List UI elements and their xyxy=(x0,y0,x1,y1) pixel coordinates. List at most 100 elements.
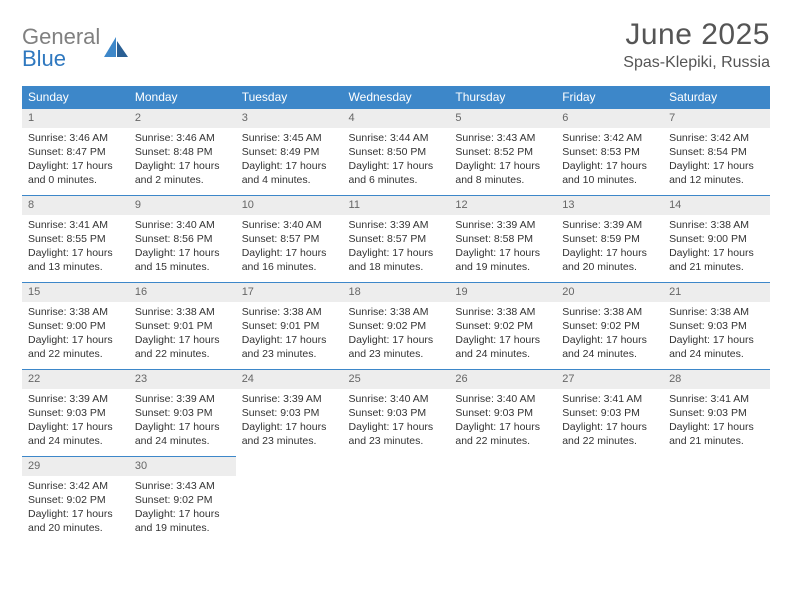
day-body: Sunrise: 3:39 AMSunset: 9:03 PMDaylight:… xyxy=(236,389,343,453)
calendar-week-row: 22 Sunrise: 3:39 AM Sunset: 9:03 PM Dayligh… xyxy=(22,369,770,456)
day-body: Sunrise: 3:40 AM Sunset: 9:03 PM Daylight:… xyxy=(343,389,450,453)
day-number: 30 xyxy=(129,456,236,476)
day-body: Sunrise: 3:40 AMSunset: 8:57 PMDaylight:… xyxy=(236,215,343,279)
calendar-week-row: 8Sunrise: 3:41 AMSunset: 8:55 PMDaylight… xyxy=(22,195,770,282)
sunrise-line: Sunrise: 3:38 AM xyxy=(28,306,108,318)
sunset-line: Sunset: 9:02 PM xyxy=(135,494,213,506)
sunrise-line: Sunrise: 3:39 AM xyxy=(135,393,215,405)
calendar-day-cell: 18Sunrise: 3:38 AMSunset: 9:02 PMDayligh… xyxy=(343,282,450,369)
weekday-header: Thursday xyxy=(449,86,556,108)
sunrise-line: Sunrise: 3:42 AM xyxy=(562,132,642,144)
day-body: Sunrise: 3:46 AMSunset: 8:48 PMDaylight:… xyxy=(129,128,236,192)
day-number: 24 xyxy=(236,369,343,389)
day-body: Sunrise: 3:40 AMSunset: 8:56 PMDaylight:… xyxy=(129,215,236,279)
daylight-line: Daylight: 17 hours and 21 minutes. xyxy=(669,247,754,273)
logo-word-blue: Blue xyxy=(22,46,66,71)
daylight-line: Daylight: 17 hours and 23 minutes. xyxy=(349,421,434,447)
day-number: 6 xyxy=(556,108,663,128)
day-number: 5 xyxy=(449,108,556,128)
daylight-line: Daylight: 17 hours and 20 minutes. xyxy=(562,247,647,273)
calendar-week-row: 1 Sunrise: 3:46 AM Sunset: 8:47 PM Daylight… xyxy=(22,108,770,195)
sunrise-line: Sunrise: 3:41 AM xyxy=(669,393,749,405)
day-number: 26 xyxy=(449,369,556,389)
sunrise-line: Sunrise: 3:38 AM xyxy=(669,219,749,231)
day-number: 17 xyxy=(236,282,343,302)
day-number: 12 xyxy=(449,195,556,215)
day-number: 13 xyxy=(556,195,663,215)
day-number: 19 xyxy=(449,282,556,302)
calendar-day-cell: 27Sunrise: 3:41 AMSunset: 9:03 PMDayligh… xyxy=(556,369,663,456)
daylight-line: Daylight: 17 hours and 22 minutes. xyxy=(135,334,220,360)
calendar-day-cell: 14Sunrise: 3:38 AMSunset: 9:00 PMDayligh… xyxy=(663,195,770,282)
day-body: Sunrise: 3:38 AMSunset: 9:01 PMDaylight:… xyxy=(236,302,343,366)
sunrise-line: Sunrise: 3:39 AM xyxy=(455,219,535,231)
daylight-line: Daylight: 17 hours and 19 minutes. xyxy=(455,247,540,273)
day-number: 21 xyxy=(663,282,770,302)
sunset-line: Sunset: 8:47 PM xyxy=(28,146,106,158)
sunset-line: Sunset: 8:52 PM xyxy=(455,146,533,158)
sunset-line: Sunset: 8:58 PM xyxy=(455,233,533,245)
daylight-line: Daylight: 17 hours and 2 minutes. xyxy=(135,160,220,186)
daylight-line: Daylight: 17 hours and 13 minutes. xyxy=(28,247,113,273)
daylight-line: Daylight: 17 hours and 6 minutes. xyxy=(349,160,434,186)
day-number: 20 xyxy=(556,282,663,302)
day-number: 28 xyxy=(663,369,770,389)
sunrise-line: Sunrise: 3:38 AM xyxy=(242,306,322,318)
day-number: 3 xyxy=(236,108,343,128)
day-body: Sunrise: 3:43 AMSunset: 8:52 PMDaylight:… xyxy=(449,128,556,192)
day-number: 27 xyxy=(556,369,663,389)
calendar-day-cell: 9Sunrise: 3:40 AMSunset: 8:56 PMDaylight… xyxy=(129,195,236,282)
day-body: Sunrise: 3:39 AMSunset: 8:59 PMDaylight:… xyxy=(556,215,663,279)
sunset-line: Sunset: 8:53 PM xyxy=(562,146,640,158)
day-number: 11 xyxy=(343,195,450,215)
calendar-day-cell: 21Sunrise: 3:38 AMSunset: 9:03 PMDayligh… xyxy=(663,282,770,369)
day-number: 18 xyxy=(343,282,450,302)
daylight-line: Daylight: 17 hours and 24 minutes. xyxy=(135,421,220,447)
calendar-day-cell: 4Sunrise: 3:44 AMSunset: 8:50 PMDaylight… xyxy=(343,108,450,195)
sunset-line: Sunset: 9:03 PM xyxy=(669,407,747,419)
day-number: 16 xyxy=(129,282,236,302)
sunset-line: Sunset: 9:03 PM xyxy=(135,407,213,419)
page-subtitle: Spas-Klepiki, Russia xyxy=(623,54,770,72)
logo-sail-icon xyxy=(102,35,130,63)
sunrise-line: Sunrise: 3:46 AM xyxy=(28,132,108,144)
day-body: Sunrise: 3:42 AMSunset: 9:02 PMDaylight:… xyxy=(22,476,129,540)
calendar-day-cell xyxy=(343,456,450,543)
daylight-line: Daylight: 17 hours and 16 minutes. xyxy=(242,247,327,273)
sunset-line: Sunset: 9:03 PM xyxy=(349,407,427,419)
sunrise-line: Sunrise: 3:40 AM xyxy=(242,219,322,231)
sunrise-line: Sunrise: 3:44 AM xyxy=(349,132,429,144)
calendar-day-cell: 11Sunrise: 3:39 AMSunset: 8:57 PMDayligh… xyxy=(343,195,450,282)
day-number: 4 xyxy=(343,108,450,128)
calendar-week-row: 15Sunrise: 3:38 AMSunset: 9:00 PMDayligh… xyxy=(22,282,770,369)
sunset-line: Sunset: 9:02 PM xyxy=(455,320,533,332)
calendar-day-cell: 22Sunrise: 3:39 AMSunset: 9:03 PMDayligh… xyxy=(22,369,129,456)
header: General Blue June 2025 Spas-Klepiki, Rus… xyxy=(22,18,770,72)
day-body: Sunrise: 3:41 AMSunset: 9:03 PMDaylight:… xyxy=(663,389,770,453)
sunset-line: Sunset: 8:48 PM xyxy=(135,146,213,158)
sunrise-line: Sunrise: 3:39 AM xyxy=(562,219,642,231)
day-body: Sunrise: 3:45 AMSunset: 8:49 PMDaylight:… xyxy=(236,128,343,192)
day-body: Sunrise: 3:44 AMSunset: 8:50 PMDaylight:… xyxy=(343,128,450,192)
sunrise-line: Sunrise: 3:40 AM xyxy=(349,393,429,405)
sunrise-line: Sunrise: 3:40 AM xyxy=(455,393,535,405)
day-body: Sunrise: 3:39 AM Sunset: 9:03 PM Daylight:… xyxy=(129,389,236,453)
daylight-line: Daylight: 17 hours and 23 minutes. xyxy=(349,334,434,360)
daylight-line: Daylight: 17 hours and 15 minutes. xyxy=(135,247,220,273)
day-body: Sunrise: 3:46 AMSunset: 8:47 PMDaylight:… xyxy=(22,128,129,192)
sunset-line: Sunset: 9:03 PM xyxy=(669,320,747,332)
calendar-day-cell: 2Sunrise: 3:46 AMSunset: 8:48 PMDaylight… xyxy=(129,108,236,195)
sunset-line: Sunset: 8:55 PM xyxy=(28,233,106,245)
sunrise-line: Sunrise: 3:43 AM xyxy=(455,132,535,144)
day-number: 7 xyxy=(663,108,770,128)
daylight-line: Daylight: 17 hours and 22 minutes. xyxy=(562,421,647,447)
calendar-week-row: 29Sunrise: 3:42 AMSunset: 9:02 PMDayligh… xyxy=(22,456,770,543)
day-number: 22 xyxy=(22,369,129,389)
sunrise-line: Sunrise: 3:38 AM xyxy=(455,306,535,318)
calendar-day-cell: 13Sunrise: 3:39 AMSunset: 8:59 PMDayligh… xyxy=(556,195,663,282)
sunset-line: Sunset: 9:02 PM xyxy=(28,494,106,506)
sunset-line: Sunset: 8:57 PM xyxy=(349,233,427,245)
day-number: 1 xyxy=(22,108,129,128)
day-body: Sunrise: 3:41 AMSunset: 9:03 PMDaylight:… xyxy=(556,389,663,453)
title-block: June 2025 Spas-Klepiki, Russia xyxy=(623,18,770,72)
